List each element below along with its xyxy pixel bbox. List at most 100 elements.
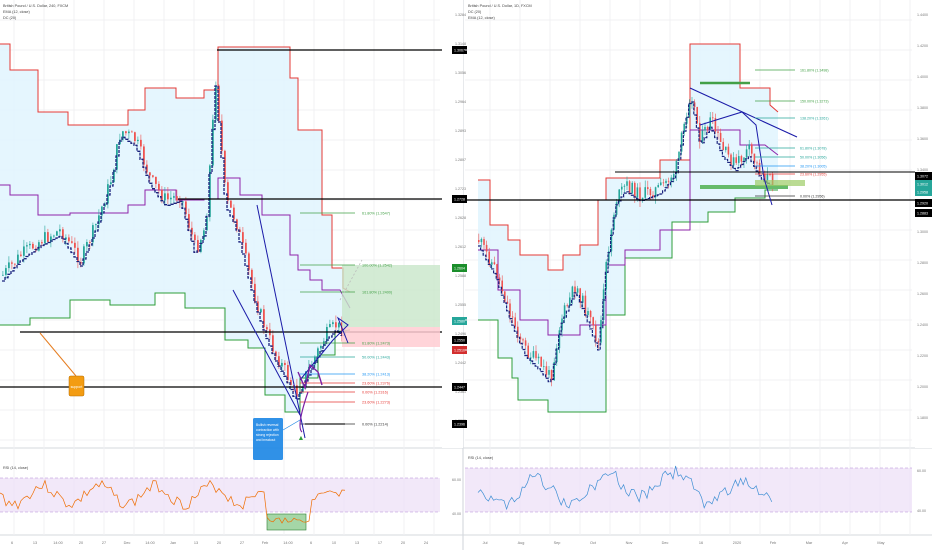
price-marker: 1.2604 xyxy=(454,267,465,271)
left-legend-line: EMA (12, close) xyxy=(3,10,31,14)
price-tick: 1.2361 xyxy=(455,390,466,394)
price-tick: 1.2964 xyxy=(455,100,466,104)
price-tick: 1.2612 xyxy=(455,245,466,249)
price-tick: 1.3148 xyxy=(455,42,466,46)
date-tick: Feb xyxy=(262,541,269,545)
date-tick: Sep xyxy=(554,541,561,545)
date-tick: 20 xyxy=(401,541,405,545)
price-marker: 1.2550 xyxy=(454,339,465,343)
date-tick: Jul xyxy=(483,541,488,545)
right-price-axis: 1.44001.42001.40001.38001.36001.34001.32… xyxy=(915,0,932,448)
right-chart-pane[interactable]: 161.80% (1.3498) 150.00% (1.3273) 138.20% … xyxy=(465,0,932,545)
date-tick: Jan xyxy=(170,541,176,545)
left-rsi-legend: RSI (14, close) xyxy=(3,466,29,470)
price-marker: 1.2920 xyxy=(917,202,928,206)
left-chart-pane[interactable]: 61.80% (1.2647) 100.00% (1.2542) 161.80% (… xyxy=(0,0,467,545)
fib-label: 61.80% (1.2473) xyxy=(362,342,391,346)
rsi-tick: 40.00 xyxy=(452,512,461,516)
price-tick: 1.2588 xyxy=(455,274,466,278)
date-tick: 20 xyxy=(79,541,83,545)
left-candles xyxy=(2,81,346,400)
price-marker: 1.2580 xyxy=(454,320,465,324)
price-tick: 1.2555 xyxy=(455,303,466,307)
price-tick: 1.2400 xyxy=(917,323,928,327)
fib-label: 0.00% (1.2316) xyxy=(362,391,389,395)
date-tick: 27 xyxy=(240,541,244,545)
price-marker: 1.3072 xyxy=(917,175,928,179)
rsi-tick: 60.00 xyxy=(917,469,926,473)
left-price-axis: 1.3284 1.3148 1.3056 1.2964 1.2893 1.2807 1.27… xyxy=(442,0,467,448)
price-marker: 1.2883 xyxy=(917,212,928,216)
date-tick: 10 xyxy=(332,541,336,545)
price-tick: 1.2000 xyxy=(917,385,928,389)
price-tick: 1.2800 xyxy=(917,261,928,265)
bullish-callout[interactable] xyxy=(253,418,283,460)
date-tick: Dec xyxy=(662,541,669,545)
fib-label: 161.80% (1.3498) xyxy=(800,69,829,73)
date-tick: 14:00 xyxy=(283,541,293,545)
right-legend-line: British Pound / U.S. Dollar, 1D, FXCM xyxy=(468,4,532,8)
bullish-callout-text: and breakout xyxy=(256,438,275,442)
price-tick: 1.3284 xyxy=(455,13,466,17)
date-tick: 6 xyxy=(11,541,13,545)
date-tick: 16 xyxy=(699,541,703,545)
support-callout[interactable] xyxy=(68,375,85,397)
price-tick: 1.1800 xyxy=(917,416,928,420)
date-tick: Nov xyxy=(626,541,633,545)
price-tick: 1.2600 xyxy=(917,292,928,296)
date-tick: 13 xyxy=(33,541,37,545)
price-tick: 1.2496 xyxy=(455,332,466,336)
price-tick: 1.2893 xyxy=(455,129,466,133)
price-marker: 1.2510 xyxy=(454,349,465,353)
right-legend-line: DC (20) xyxy=(468,10,482,14)
date-tick: Mar xyxy=(806,541,813,545)
left-legend-line: DC (20) xyxy=(3,16,17,20)
date-tick: 13 xyxy=(194,541,198,545)
fib-label: 23.60% (1.2273) xyxy=(362,401,391,405)
fib-label: 61.80% (1.2647) xyxy=(362,212,391,216)
price-tick: 1.2807 xyxy=(455,158,466,162)
price-tick: 1.2200 xyxy=(917,354,928,358)
left-legend-line: British Pound / U.S. Dollar, 240, FXCM xyxy=(3,4,68,8)
fib-label: 38.20% (1.2413) xyxy=(362,373,391,377)
date-tick: 6 xyxy=(310,541,312,545)
bullish-callout-text: Bullish reversal xyxy=(256,423,279,427)
fib-label: 50.00% (1.2443) xyxy=(362,356,391,360)
support-callout-text: support xyxy=(71,385,83,389)
arrow-up-icon: ▲ xyxy=(298,435,305,442)
price-marker: 1.3012 xyxy=(917,183,928,187)
fib-label: 138.20% (1.3261) xyxy=(800,117,829,121)
price-marker: 1.2447 xyxy=(454,386,465,390)
price-tick: 1.3800 xyxy=(917,106,928,110)
fib-label: 100.00% (1.2542) xyxy=(362,264,393,268)
date-tick: Oct xyxy=(590,541,597,545)
fib-label: 38.20% (1.3005) xyxy=(800,165,827,169)
right-rsi-pane: RSI (14, close) 60.00 40.00 xyxy=(465,456,926,513)
price-tick: 1.3400 xyxy=(917,168,928,172)
price-marker: 1.2396 xyxy=(454,423,465,427)
fib-label: 23.60% (1.2955) xyxy=(800,173,827,177)
fib-label: 50.00% (1.3056) xyxy=(800,156,827,160)
price-marker: 1.2958 xyxy=(917,191,928,195)
fib-label: 150.00% (1.3273) xyxy=(800,100,829,104)
price-marker: 1.3067 xyxy=(454,49,465,53)
date-tick: 17 xyxy=(378,541,382,545)
date-tick: Dec xyxy=(124,541,131,545)
date-tick: 27 xyxy=(102,541,106,545)
bullish-callout-text: contraction with xyxy=(256,428,279,432)
date-tick: 14:00 xyxy=(145,541,155,545)
price-tick: 1.3000 xyxy=(917,230,928,234)
price-tick: 1.2628 xyxy=(455,216,466,220)
price-tick: 1.4000 xyxy=(917,75,928,79)
fib-label: 161.80% (1.2400) xyxy=(362,291,393,295)
price-marker: 1.2728 xyxy=(454,198,465,202)
date-tick: Apr xyxy=(842,541,849,545)
date-tick: 14:00 xyxy=(53,541,63,545)
fib-label: 23.60% (1.2376) xyxy=(362,382,391,386)
date-tick: Feb xyxy=(770,541,777,545)
fib-label: 0.00% (1.2214) xyxy=(362,423,389,427)
right-legend-line: EMA (12, close) xyxy=(468,16,496,20)
right-rsi-legend: RSI (14, close) xyxy=(468,456,494,460)
price-tick: 1.4400 xyxy=(917,13,928,17)
